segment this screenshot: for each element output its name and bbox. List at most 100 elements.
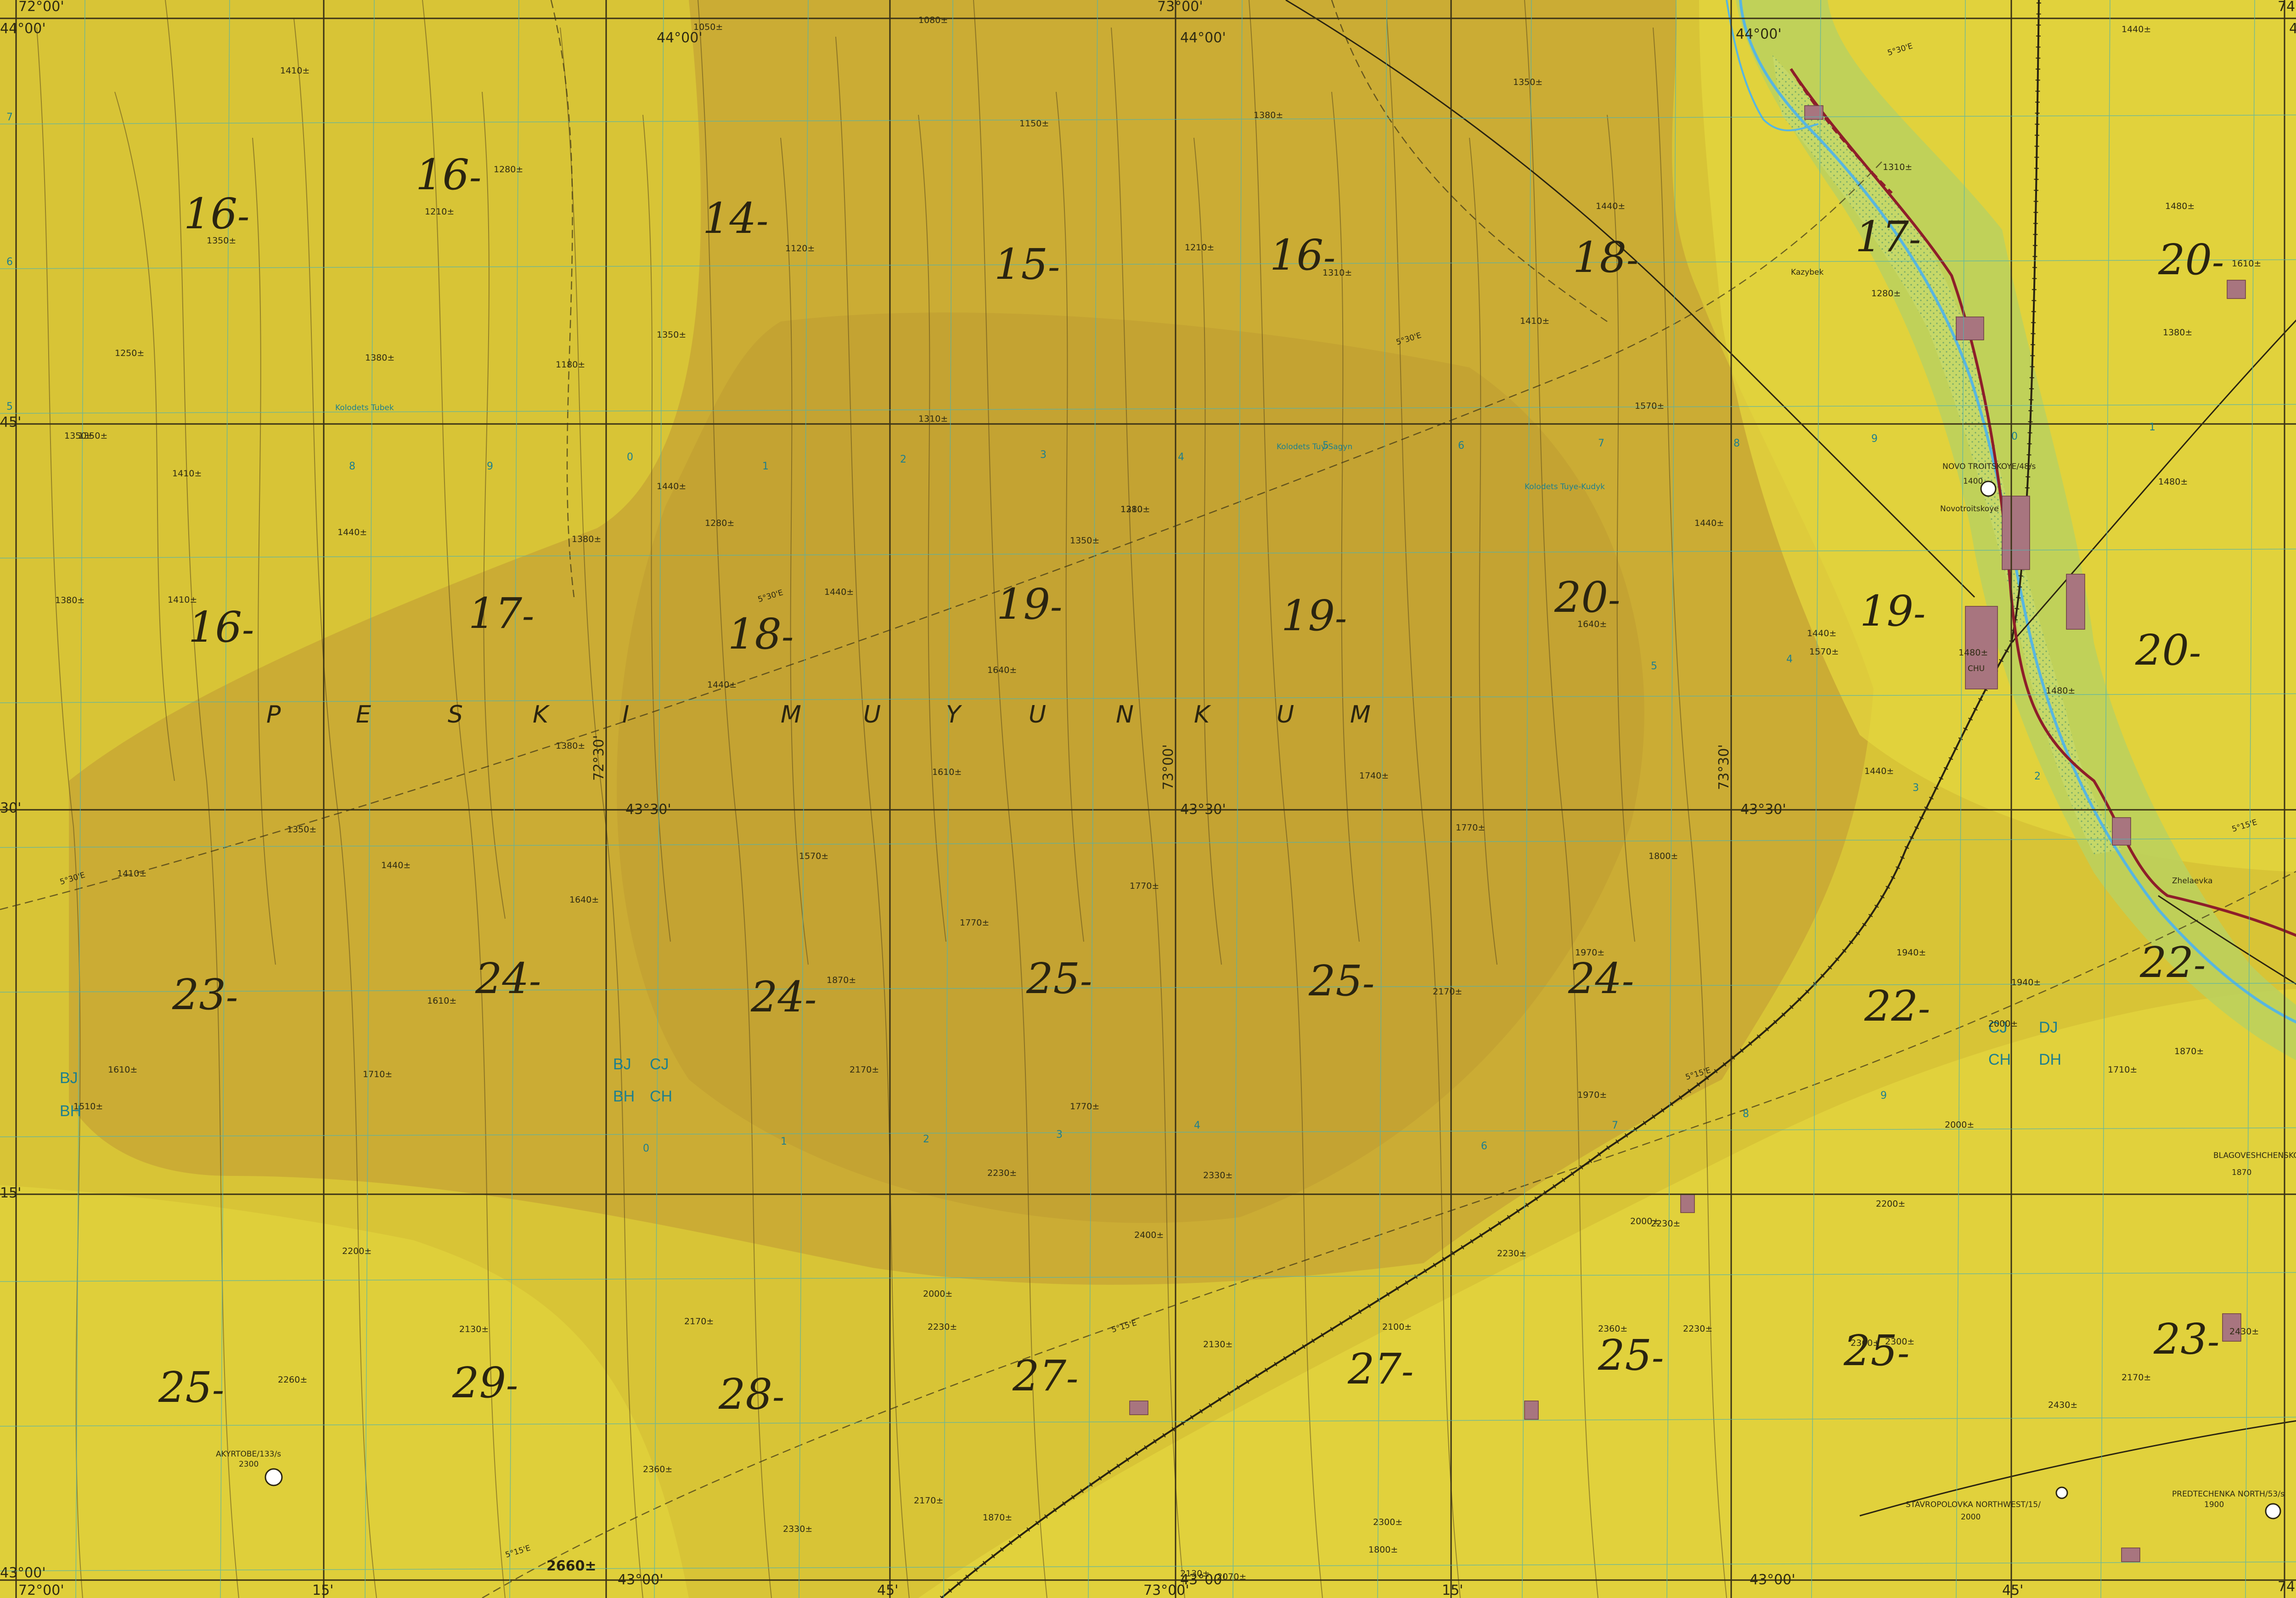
lon-7330-label: 73°30' — [1716, 744, 1732, 790]
spot-height: 1870± — [2174, 1046, 2204, 1056]
spot-height: 2230± — [1651, 1219, 1681, 1229]
mef-1: 16- — [184, 189, 249, 238]
mef-8: 20- — [2158, 235, 2224, 284]
spot-height: 2200± — [342, 1246, 372, 1256]
railway — [940, 0, 2040, 1598]
spot-height: 1410± — [168, 595, 197, 605]
lat-label-top-c: 44°00' — [1736, 26, 1782, 42]
lon-7230-label: 72°30' — [591, 735, 607, 781]
spot-height: 1800± — [1649, 851, 1678, 861]
spot-height: 1350± — [207, 236, 236, 246]
spot-height: 2070± — [1217, 1572, 1247, 1582]
spot-height: 2400± — [1134, 1230, 1164, 1240]
mef-24: 22- — [2140, 938, 2206, 987]
zone-label-cj-center: CJ — [650, 1056, 669, 1073]
spot-height: 1480± — [2158, 477, 2188, 487]
highest-point-label: 2660± — [546, 1558, 597, 1574]
zone-label-bj-center: BJ — [613, 1056, 631, 1073]
place-novotroitskoye: Novotroitskoye — [1940, 504, 1999, 514]
place-predtechenka-elev: 1900 — [2204, 1500, 2224, 1509]
desert-letter-p: P — [266, 701, 281, 728]
spot-height: 1310± — [1883, 162, 1913, 172]
desert-letter-u2: U — [1029, 701, 1047, 728]
spot-height: 1350± — [78, 431, 108, 441]
utm-number: 8 — [1733, 438, 1740, 449]
spot-height: 1440± — [338, 527, 367, 537]
mef-17: 23- — [172, 970, 238, 1019]
spot-height: 1440± — [381, 860, 411, 870]
mef-32: 23- — [2154, 1315, 2219, 1364]
place-kazybek: Kazybek — [1791, 268, 1824, 277]
spot-height: 2230± — [1683, 1324, 1713, 1334]
spot-height: 1440± — [2122, 24, 2151, 34]
desert-letter-n: N — [1116, 701, 1134, 728]
spot-height: 1570± — [1809, 647, 1839, 657]
lon-7300-label: 73°00' — [1160, 744, 1176, 790]
spot-height: 1480± — [2165, 201, 2195, 211]
red-highway — [1790, 68, 2296, 937]
spot-height: 1570± — [1635, 401, 1665, 411]
lon-15-label-b: 15' — [1442, 1582, 1463, 1598]
place-akyrtobe: AKYRTOBE/133/s — [216, 1450, 281, 1459]
lat-4330-label-b: 43°30' — [1180, 802, 1226, 818]
utm-number: 4 — [1786, 654, 1793, 665]
spot-height: 1770± — [960, 918, 990, 928]
spot-height: 2230± — [928, 1322, 957, 1332]
spot-height: 1180± — [556, 360, 585, 370]
utm-number: 4 — [1178, 452, 1184, 463]
mef-18: 24- — [475, 954, 541, 1003]
spot-height: 1610± — [932, 767, 962, 777]
lowland-left — [0, 1185, 689, 1598]
spot-height: 1250± — [115, 348, 145, 358]
spot-height: 2360± — [1851, 1338, 1880, 1348]
spot-height: 1210± — [1185, 243, 1215, 253]
utm-number: 1 — [781, 1136, 787, 1147]
spot-height: 1510± — [73, 1101, 103, 1112]
mef-6: 18- — [1573, 233, 1638, 282]
mef-19: 24- — [751, 972, 816, 1022]
spot-height: 1380± — [572, 534, 602, 544]
spot-height: 2230± — [1497, 1248, 1527, 1259]
spot-height: 1640± — [569, 895, 599, 905]
spot-height: 1310± — [1322, 268, 1352, 278]
spot-height: 1940± — [2011, 977, 2041, 988]
lon-label-top-center: 73°00' — [1157, 0, 1203, 15]
spot-height: 1940± — [1896, 948, 1926, 958]
tracks — [0, 0, 1883, 910]
mef-11: 18- — [728, 610, 793, 659]
diagonal-road — [1285, 0, 1975, 598]
place-novo-troitskoye-elev: 1400 — [1963, 477, 1983, 486]
spot-height: 2130± — [1203, 1339, 1233, 1350]
lat-label-top-a: 44°00' — [657, 30, 703, 46]
zone-label-bh-left: BH — [60, 1102, 82, 1120]
spot-height: 1380± — [55, 595, 85, 605]
spot-height: 1970± — [1575, 948, 1605, 958]
spot-height: 2260± — [278, 1375, 308, 1385]
airfield-symbols — [264, 480, 2281, 1519]
spot-height: 1280± — [494, 164, 523, 175]
spot-height: 1050± — [693, 22, 723, 32]
utm-number: 5 — [1651, 661, 1657, 672]
spot-height: 1800± — [1368, 1545, 1398, 1555]
mef-5: 16- — [1270, 231, 1335, 280]
mef-12: 19- — [996, 580, 1062, 629]
utm-number: 0 — [643, 1143, 649, 1154]
spot-height: 2000± — [1630, 1216, 1660, 1226]
spot-height: 1970± — [1577, 1090, 1607, 1100]
utm-number: 9 — [1880, 1090, 1887, 1101]
spot-height: 1380± — [2163, 328, 2193, 338]
utm-number: 0 — [627, 452, 633, 463]
corner-lon-top-right: 74°00' — [2278, 0, 2296, 15]
utm-number: 1 — [2149, 422, 2155, 433]
place-predtechenka: PREDTECHENKA NORTH/53/s — [2172, 1490, 2285, 1499]
spot-height: 1770± — [1070, 1101, 1100, 1112]
spot-height: 1380± — [556, 741, 585, 751]
spot-height: 1280± — [1120, 504, 1150, 514]
spot-height: 1440± — [1694, 518, 1724, 528]
utm-number: 3 — [1056, 1129, 1063, 1141]
spot-height: 1610± — [108, 1065, 138, 1075]
spot-height: 2170± — [914, 1496, 944, 1506]
lon-45-label-b: 45' — [2002, 1582, 2024, 1598]
mef-26: 29- — [452, 1358, 518, 1407]
